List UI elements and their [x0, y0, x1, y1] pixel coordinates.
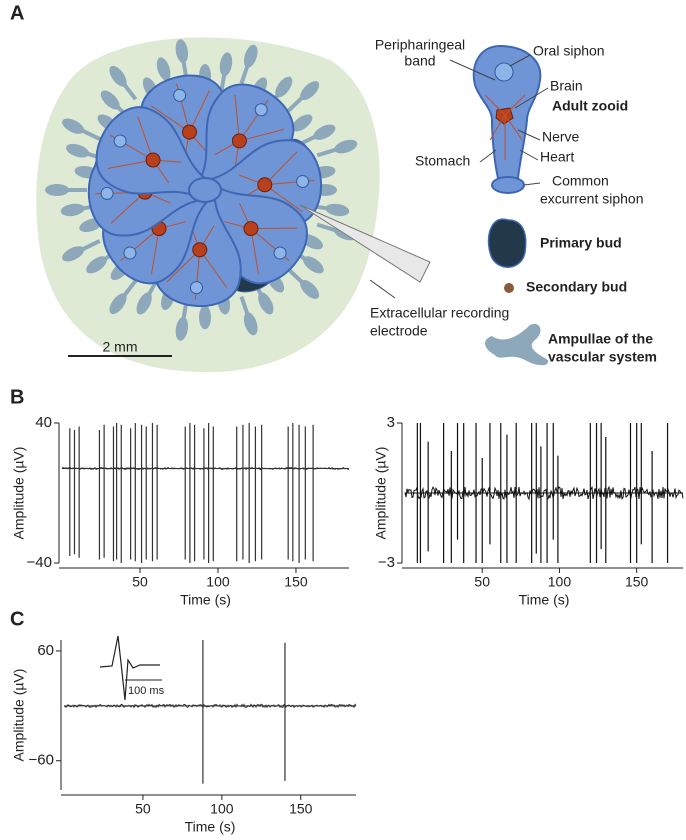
x-tick-label: 50 [135, 801, 151, 817]
siphon [254, 103, 268, 117]
brain [257, 177, 273, 193]
brain [145, 152, 161, 168]
x-tick-label: 50 [132, 574, 148, 590]
y-tick-label: 3 [387, 414, 395, 431]
x-tick-label: 100 [210, 801, 234, 817]
zooid [95, 106, 207, 198]
zooid-label: Nerve [542, 129, 580, 145]
brain [181, 124, 197, 140]
legend-label: Primary bud [540, 235, 622, 251]
zooid [198, 83, 295, 193]
legend-label: vascular system [548, 349, 657, 365]
secondary-bud [504, 283, 514, 293]
legend-label: Ampullae of the [548, 331, 653, 347]
siphon [173, 88, 187, 102]
inset-waveform [99, 635, 160, 701]
brain [192, 242, 208, 258]
nerves [166, 223, 228, 300]
zooid-label: Heart [540, 149, 574, 165]
common-siphon [188, 177, 222, 203]
y-tick-label: 60 [37, 642, 54, 659]
zooid-label: Brain [550, 78, 583, 94]
excurrent-siphon [491, 176, 525, 194]
nerves [223, 203, 298, 275]
x-tick-label: 100 [206, 574, 230, 590]
x-tick-label: 100 [548, 574, 572, 590]
zooid-label: Stomach [415, 153, 470, 169]
vessel [239, 55, 253, 85]
electrode [299, 204, 431, 283]
vessel [239, 295, 253, 325]
vessel [116, 75, 138, 101]
vessel [316, 222, 347, 236]
panel-label: A [10, 2, 24, 24]
brain [243, 221, 259, 237]
inset-scale-label: 100 ms [128, 685, 165, 697]
vessel [287, 267, 312, 291]
panel-label: B [10, 386, 24, 408]
scale-bar-label: 2 mm [103, 339, 138, 355]
electrode-label: electrode [370, 323, 428, 339]
x-axis-label: Time (s) [519, 592, 570, 608]
brain [231, 133, 247, 149]
vessel [316, 144, 347, 158]
x-tick-label: 150 [625, 574, 649, 590]
zooid-label: excurrent siphon [540, 191, 644, 207]
vessel [287, 89, 312, 113]
x-axis-label: Time (s) [185, 819, 236, 835]
siphon [100, 186, 114, 200]
nerves [484, 94, 526, 160]
vessel [72, 239, 101, 256]
y-tick-label: 40 [35, 414, 52, 431]
electrode-label: Extracellular recording [370, 305, 509, 321]
x-tick-label: 50 [474, 574, 490, 590]
y-tick-label: −60 [29, 752, 54, 769]
ampulla-icon [484, 323, 549, 366]
panel-label: C [10, 608, 24, 630]
nerves [151, 83, 210, 160]
siphon [296, 174, 310, 188]
nerves [238, 151, 315, 213]
oral-siphon [494, 62, 514, 82]
siphon [123, 246, 137, 260]
vessel [179, 300, 189, 330]
y-tick-label: −40 [27, 554, 52, 571]
leaders [449, 54, 549, 186]
vessel [179, 50, 189, 80]
vessel [72, 124, 101, 141]
x-axis-label: Time (s) [180, 592, 231, 608]
zooid-label: Common [552, 173, 609, 189]
x-tick-label: 150 [289, 801, 313, 817]
nerves [107, 116, 181, 184]
nerves [215, 94, 285, 169]
zooid-title: Adult zooid [552, 98, 628, 114]
siphon [113, 134, 127, 148]
zooid-body [95, 106, 207, 198]
zooid-label: Oral siphon [533, 43, 605, 59]
siphon [189, 281, 203, 295]
y-axis-label: Amplitude (µV) [11, 447, 27, 540]
y-tick-label: −3 [378, 554, 395, 571]
leader [369, 279, 396, 299]
legend-label: Secondary bud [526, 279, 627, 295]
primary-bud [487, 218, 527, 268]
zooid-label: band [404, 53, 435, 69]
zooid-label: Peripharingeal [375, 37, 465, 53]
vessel [219, 63, 228, 93]
y-axis-label: Amplitude (µV) [373, 447, 389, 540]
y-axis-label: Amplitude (µV) [11, 669, 27, 762]
x-tick-label: 150 [284, 574, 308, 590]
siphon [273, 246, 287, 260]
colony-diagram [36, 37, 380, 373]
vessel [116, 279, 138, 305]
